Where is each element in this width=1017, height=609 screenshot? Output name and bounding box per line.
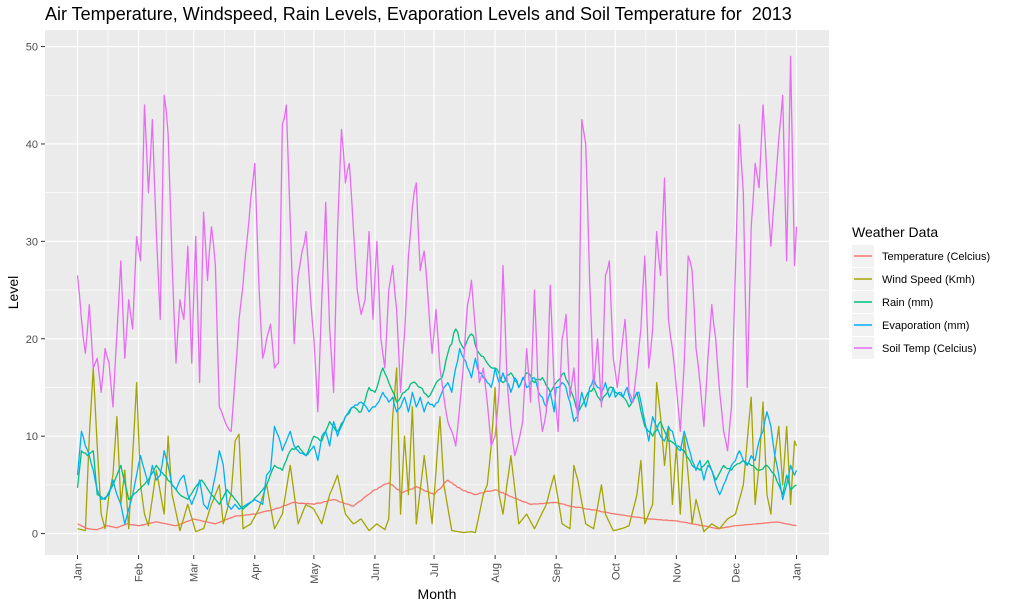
x-tick-label: May (309, 563, 321, 584)
x-tick-label: Jun (370, 563, 382, 581)
legend-label: Temperature (Celcius) (882, 251, 990, 263)
x-tick-label: Aug (490, 563, 502, 583)
series-layer (76, 55, 798, 534)
x-tick-label: Sep (551, 563, 563, 583)
x-axis: Jan Feb Mar Apr May Jun Jul Aug Sep Oct Nov Dec Jan (73, 555, 803, 584)
y-tick-label: 10 (26, 431, 38, 443)
chart-title: Air Temperature, Windspeed, Rain Levels,… (45, 4, 792, 24)
y-tick-label: 0 (32, 529, 38, 541)
x-tick-label: Jan (791, 563, 803, 581)
x-tick-label: Apr (250, 563, 262, 580)
legend-title: Weather Data (852, 224, 938, 240)
x-tick-label: Mar (189, 563, 201, 582)
series-line-evaporation-mm (76, 347, 798, 525)
series-line-soil-temp-celcius (76, 55, 798, 457)
x-axis-title: Month (418, 586, 457, 602)
legend-label: Evaporation (mm) (882, 320, 969, 332)
x-tick-label: Oct (610, 563, 622, 580)
y-axis-title: Level (5, 276, 21, 309)
x-tick-label: Jul (429, 563, 441, 577)
x-tick-label: Dec (730, 563, 742, 583)
x-tick-label: Jan (73, 563, 85, 581)
y-tick-label: 40 (26, 139, 38, 151)
series-line-temperature-celcius (77, 479, 797, 531)
y-tick-label: 30 (26, 236, 38, 248)
legend: Weather Data Temperature (Celcius) Wind S… (852, 224, 990, 359)
x-tick-label: Nov (671, 563, 683, 583)
legend-label: Rain (mm) (882, 297, 933, 309)
legend-label: Soil Temp (Celcius) (882, 343, 977, 355)
y-tick-label: 20 (26, 334, 38, 346)
plot-panel (45, 30, 829, 555)
y-axis: 0 10 20 30 40 50 (26, 42, 45, 541)
x-tick-label: Feb (134, 563, 146, 582)
y-tick-label: 50 (26, 42, 38, 54)
series-line-wind-speed-kmh (77, 367, 798, 534)
legend-label: Wind Speed (Kmh) (882, 274, 975, 286)
